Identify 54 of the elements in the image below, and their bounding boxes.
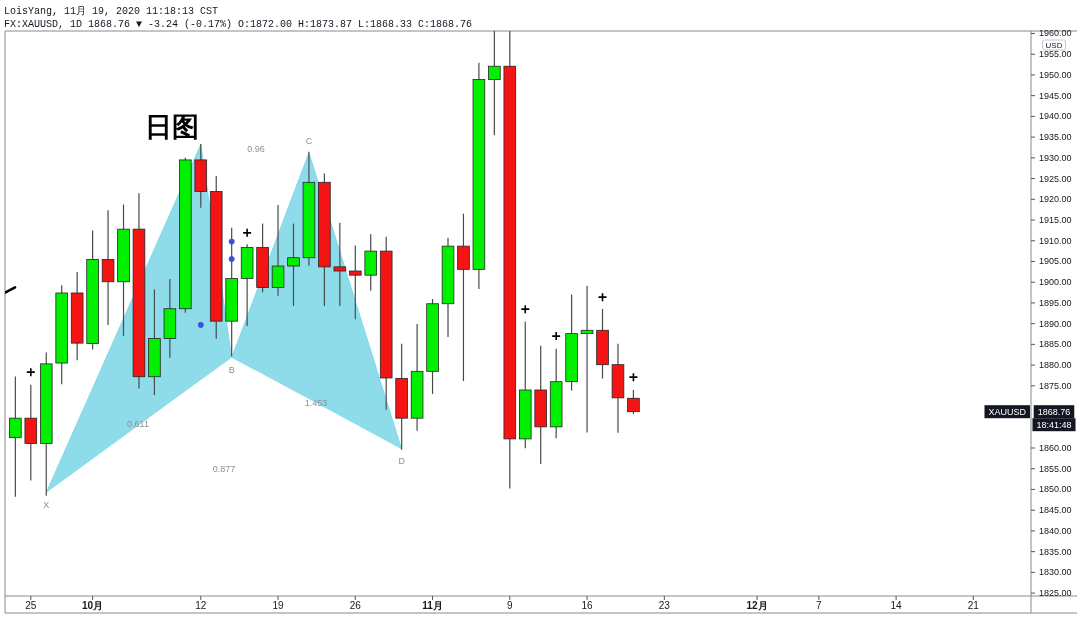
- tick-label: 14: [890, 600, 902, 611]
- tick-label: 1925.00: [1039, 173, 1072, 184]
- title: LoisYang, 11月 19, 2020 11:18:13 CST: [4, 6, 219, 17]
- tick-label: 26: [349, 600, 361, 611]
- tick-label: 19: [272, 600, 284, 611]
- y-label: USD: [1042, 39, 1066, 51]
- y-tick-label: 1868.76: [1037, 406, 1071, 417]
- tick-label: 23: [658, 600, 670, 611]
- tick-label: 1895.00: [1039, 297, 1072, 308]
- tick-label: 16: [581, 600, 593, 611]
- tick-label: 10月: [82, 600, 104, 611]
- tick-label: 1955.00: [1039, 49, 1072, 60]
- tick-label: 1840.00: [1039, 525, 1072, 536]
- tick-label: 25: [25, 600, 37, 611]
- tick-label: 1890.00: [1039, 318, 1072, 329]
- annotation: 0.96: [247, 143, 265, 154]
- annotation: XAUUSD: [988, 406, 1027, 417]
- tick-label: 12: [195, 600, 207, 611]
- annotation: D: [398, 456, 405, 467]
- annotation: 日图: [145, 112, 200, 143]
- tick-label: 1835.00: [1039, 546, 1072, 557]
- tick-label: 1885.00: [1039, 339, 1072, 350]
- tick-label: 1880.00: [1039, 360, 1072, 371]
- tick-label: 1830.00: [1039, 567, 1072, 578]
- tick-label: 1850.00: [1039, 484, 1072, 495]
- tick-label: 1935.00: [1039, 132, 1072, 143]
- annotation: 0.877: [212, 464, 236, 474]
- subtitle: FX:XAUUSD, 1D 1868.76 ▼ -3.24 (-0.17%) O:1872.00 H:1873.87 L:1868.33 C:1868.76: [4, 19, 473, 30]
- price-tag: 18:41:48: [1032, 418, 1076, 432]
- tick-label: 7: [816, 600, 822, 611]
- tick-label: 9: [507, 600, 513, 611]
- annotation: C: [305, 135, 313, 146]
- tick-label: 1910.00: [1039, 235, 1072, 246]
- tick-label: 1860.00: [1039, 443, 1072, 453]
- tick-label: 1945.00: [1039, 90, 1072, 101]
- annotation: X: [43, 499, 50, 510]
- tick-label: 1940.00: [1039, 111, 1072, 122]
- tick-label: 11月: [422, 600, 443, 611]
- tick-label: 1905.00: [1039, 256, 1072, 267]
- tick-label: 1915.00: [1039, 215, 1072, 225]
- tick-label: 1900.00: [1039, 277, 1072, 288]
- tick-label: 1950.00: [1039, 69, 1072, 80]
- tick-label: 1845.00: [1039, 505, 1072, 516]
- tick-label: 21: [967, 600, 979, 611]
- tick-label: 1855.00: [1039, 463, 1072, 474]
- tick-label: 1920.00: [1039, 194, 1072, 205]
- tick-label: 12月: [746, 600, 768, 611]
- tick-label: 1875.00: [1039, 380, 1072, 391]
- price-tag: XAUUSD: [984, 405, 1030, 419]
- annotation: B: [228, 364, 235, 375]
- tick-label: 1825.00: [1039, 588, 1072, 599]
- tick-label: 1960.00: [1039, 28, 1072, 39]
- tick-label: 1930.00: [1039, 152, 1072, 163]
- price-tag: 1868.76: [1033, 405, 1075, 419]
